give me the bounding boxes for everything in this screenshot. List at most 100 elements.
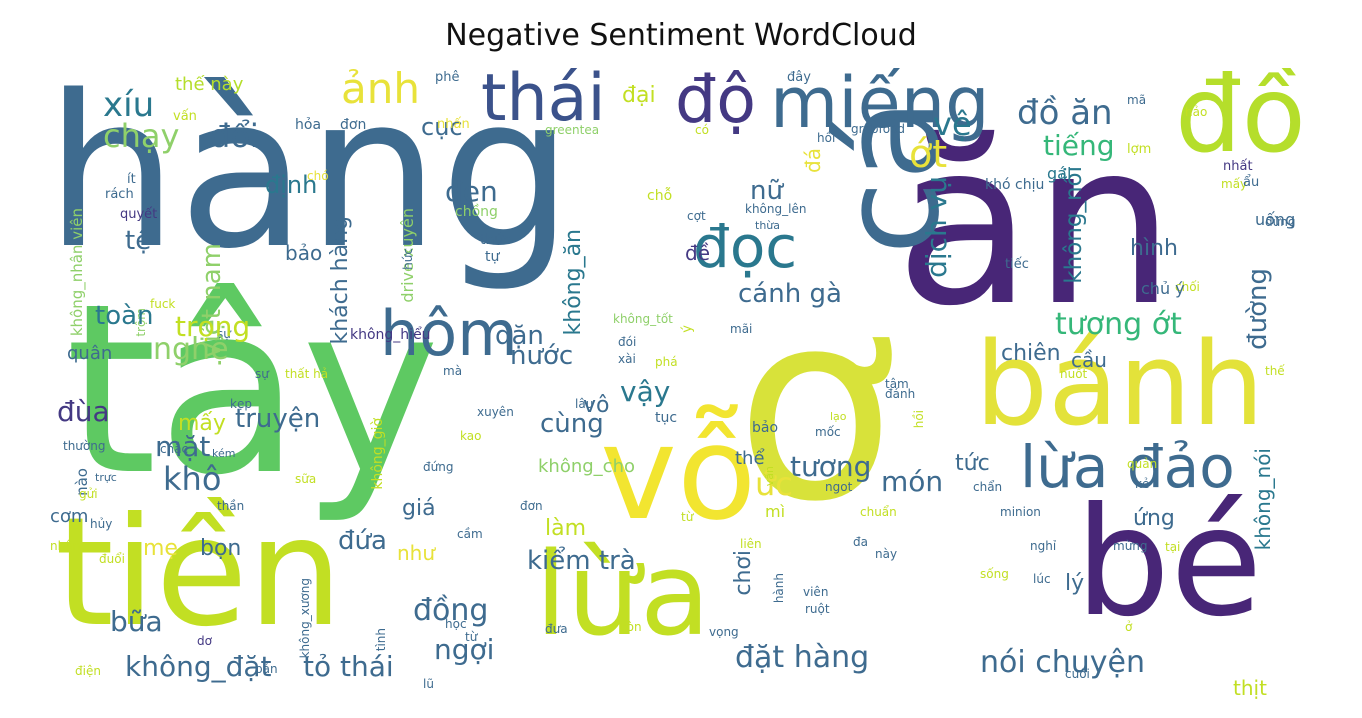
- cloud-word: mãi: [730, 322, 753, 336]
- cloud-word: đường: [1243, 268, 1273, 350]
- cloud-word: thái: [481, 68, 606, 136]
- cloud-word: ngợi: [434, 633, 495, 666]
- cloud-word: độ: [675, 68, 757, 138]
- cloud-word: thất hả: [285, 367, 329, 381]
- cloud-word: sự: [255, 367, 269, 381]
- cloud-word: tỏ thái: [303, 650, 394, 683]
- cloud-word: món: [881, 465, 944, 498]
- cloud-word: đặt hàng: [735, 640, 870, 675]
- cloud-word: đơn: [520, 499, 543, 513]
- cloud-word: tự: [485, 249, 500, 265]
- cloud-word: bánh: [975, 318, 1265, 452]
- cloud-word: quản: [1127, 457, 1158, 471]
- cloud-word: lúc: [1033, 572, 1051, 586]
- cloud-word: hức: [401, 248, 415, 270]
- cloud-word: trọng: [175, 310, 251, 343]
- cloud-word: vô: [583, 393, 610, 418]
- cloud-word: cơm: [50, 506, 89, 527]
- cloud-word: quyết: [120, 207, 158, 222]
- cloud-word: cục: [421, 113, 463, 141]
- cloud-word: đồng: [413, 593, 489, 628]
- cloud-word: nghệ: [153, 332, 229, 367]
- cloud-word: grabfood: [851, 122, 906, 136]
- cloud-word: thức: [480, 232, 511, 248]
- cloud-word: hôm: [380, 297, 518, 370]
- cloud-word: nữ: [750, 176, 783, 206]
- cloud-word: nhân: [50, 539, 81, 553]
- cloud-word: khách hàng: [328, 216, 353, 345]
- cloud-word: bảo: [752, 420, 779, 436]
- cloud-word: gái: [1047, 164, 1072, 183]
- cloud-word: tương: [790, 450, 872, 483]
- cloud-word: hàng: [45, 68, 574, 295]
- cloud-word: cợt: [687, 209, 706, 223]
- cloud-word: liên: [740, 537, 762, 551]
- cloud-word: cánh gà: [738, 279, 842, 309]
- cloud-word: lừa đảo: [1020, 433, 1235, 501]
- cloud-word: ứng: [1133, 506, 1175, 531]
- cloud-word: như: [397, 541, 436, 565]
- cloud-word: thừa: [755, 219, 780, 232]
- cloud-word: học: [445, 617, 467, 631]
- cloud-word: nước: [510, 341, 574, 371]
- cloud-word: tây: [65, 254, 441, 527]
- cloud-word: sống: [980, 567, 1009, 581]
- cloud-word: vậy: [620, 375, 671, 408]
- cloud-word: tại: [1165, 540, 1181, 554]
- cloud-word: hành: [772, 573, 786, 604]
- cloud-word: nuốt: [1060, 367, 1088, 381]
- cloud-word: không_nhân viên: [68, 208, 86, 337]
- cloud-word: hủy: [90, 517, 113, 531]
- word-cloud: hàng tây ăn ơ cá đồ tiền bé vỗ bánh lừa thái độ miếng…: [45, 68, 1315, 708]
- cloud-word: thần: [217, 499, 245, 513]
- cloud-word: ớt: [909, 132, 948, 176]
- cloud-word: bọn: [200, 536, 242, 561]
- cloud-word: nghỉ: [1030, 539, 1057, 553]
- cloud-word: đứa: [338, 526, 387, 556]
- cloud-word: tương ớt: [1055, 307, 1182, 342]
- cloud-word: đánh: [885, 387, 916, 401]
- cloud-word: bảo: [285, 241, 323, 265]
- cloud-word: điện: [75, 664, 101, 678]
- cloud-word: chỗ: [647, 188, 673, 204]
- cloud-word: đổi: [210, 117, 259, 155]
- cloud-word: khô: [163, 460, 222, 498]
- cloud-word: không_cho: [538, 456, 635, 477]
- cloud-word: không_đặt: [125, 650, 272, 683]
- cloud-word: xài: [618, 352, 636, 366]
- cloud-word: ở: [1125, 620, 1133, 634]
- cloud-word: lừa: [535, 528, 711, 662]
- cloud-word: vọng: [709, 625, 739, 639]
- cloud-word: hỏa: [295, 117, 322, 133]
- chart-title: Negative Sentiment WordCloud: [445, 18, 917, 53]
- cloud-word: toàn: [95, 301, 154, 331]
- cloud-word: không_ăn: [561, 229, 586, 336]
- cloud-word: mì: [765, 502, 786, 521]
- cloud-word: xuyên: [477, 405, 514, 419]
- cloud-word: mấy: [1221, 177, 1248, 191]
- cloud-word: ăn: [895, 94, 1176, 356]
- cloud-word: dơ: [197, 634, 212, 648]
- cloud-word: lợm: [1127, 142, 1152, 157]
- cloud-word: ức: [755, 465, 793, 503]
- cloud-word: nhất: [1223, 159, 1253, 174]
- cloud-word: bữa: [110, 605, 163, 638]
- cloud-word: mấy: [178, 411, 226, 436]
- cloud-word: có: [695, 123, 709, 137]
- cloud-word: tức: [955, 451, 990, 476]
- cloud-word: đói: [618, 335, 637, 349]
- cloud-word: thịt: [1233, 676, 1267, 700]
- cloud-word: còn: [620, 620, 642, 634]
- cloud-word: đuổi: [99, 552, 125, 566]
- cloud-word: viên: [803, 585, 829, 599]
- cloud-word: không_nổi: [1061, 166, 1087, 284]
- cloud-word: đùa: [57, 395, 110, 428]
- cloud-word: tình: [374, 628, 388, 652]
- cloud-word: trực: [95, 471, 117, 484]
- cloud-word: giá: [402, 496, 436, 521]
- cloud-word: ngot: [825, 480, 853, 494]
- cloud-word: gửi: [79, 487, 98, 501]
- cloud-word: mốc: [815, 425, 841, 439]
- cloud-word: cùng: [540, 409, 604, 439]
- cloud-word: xíu: [103, 85, 155, 125]
